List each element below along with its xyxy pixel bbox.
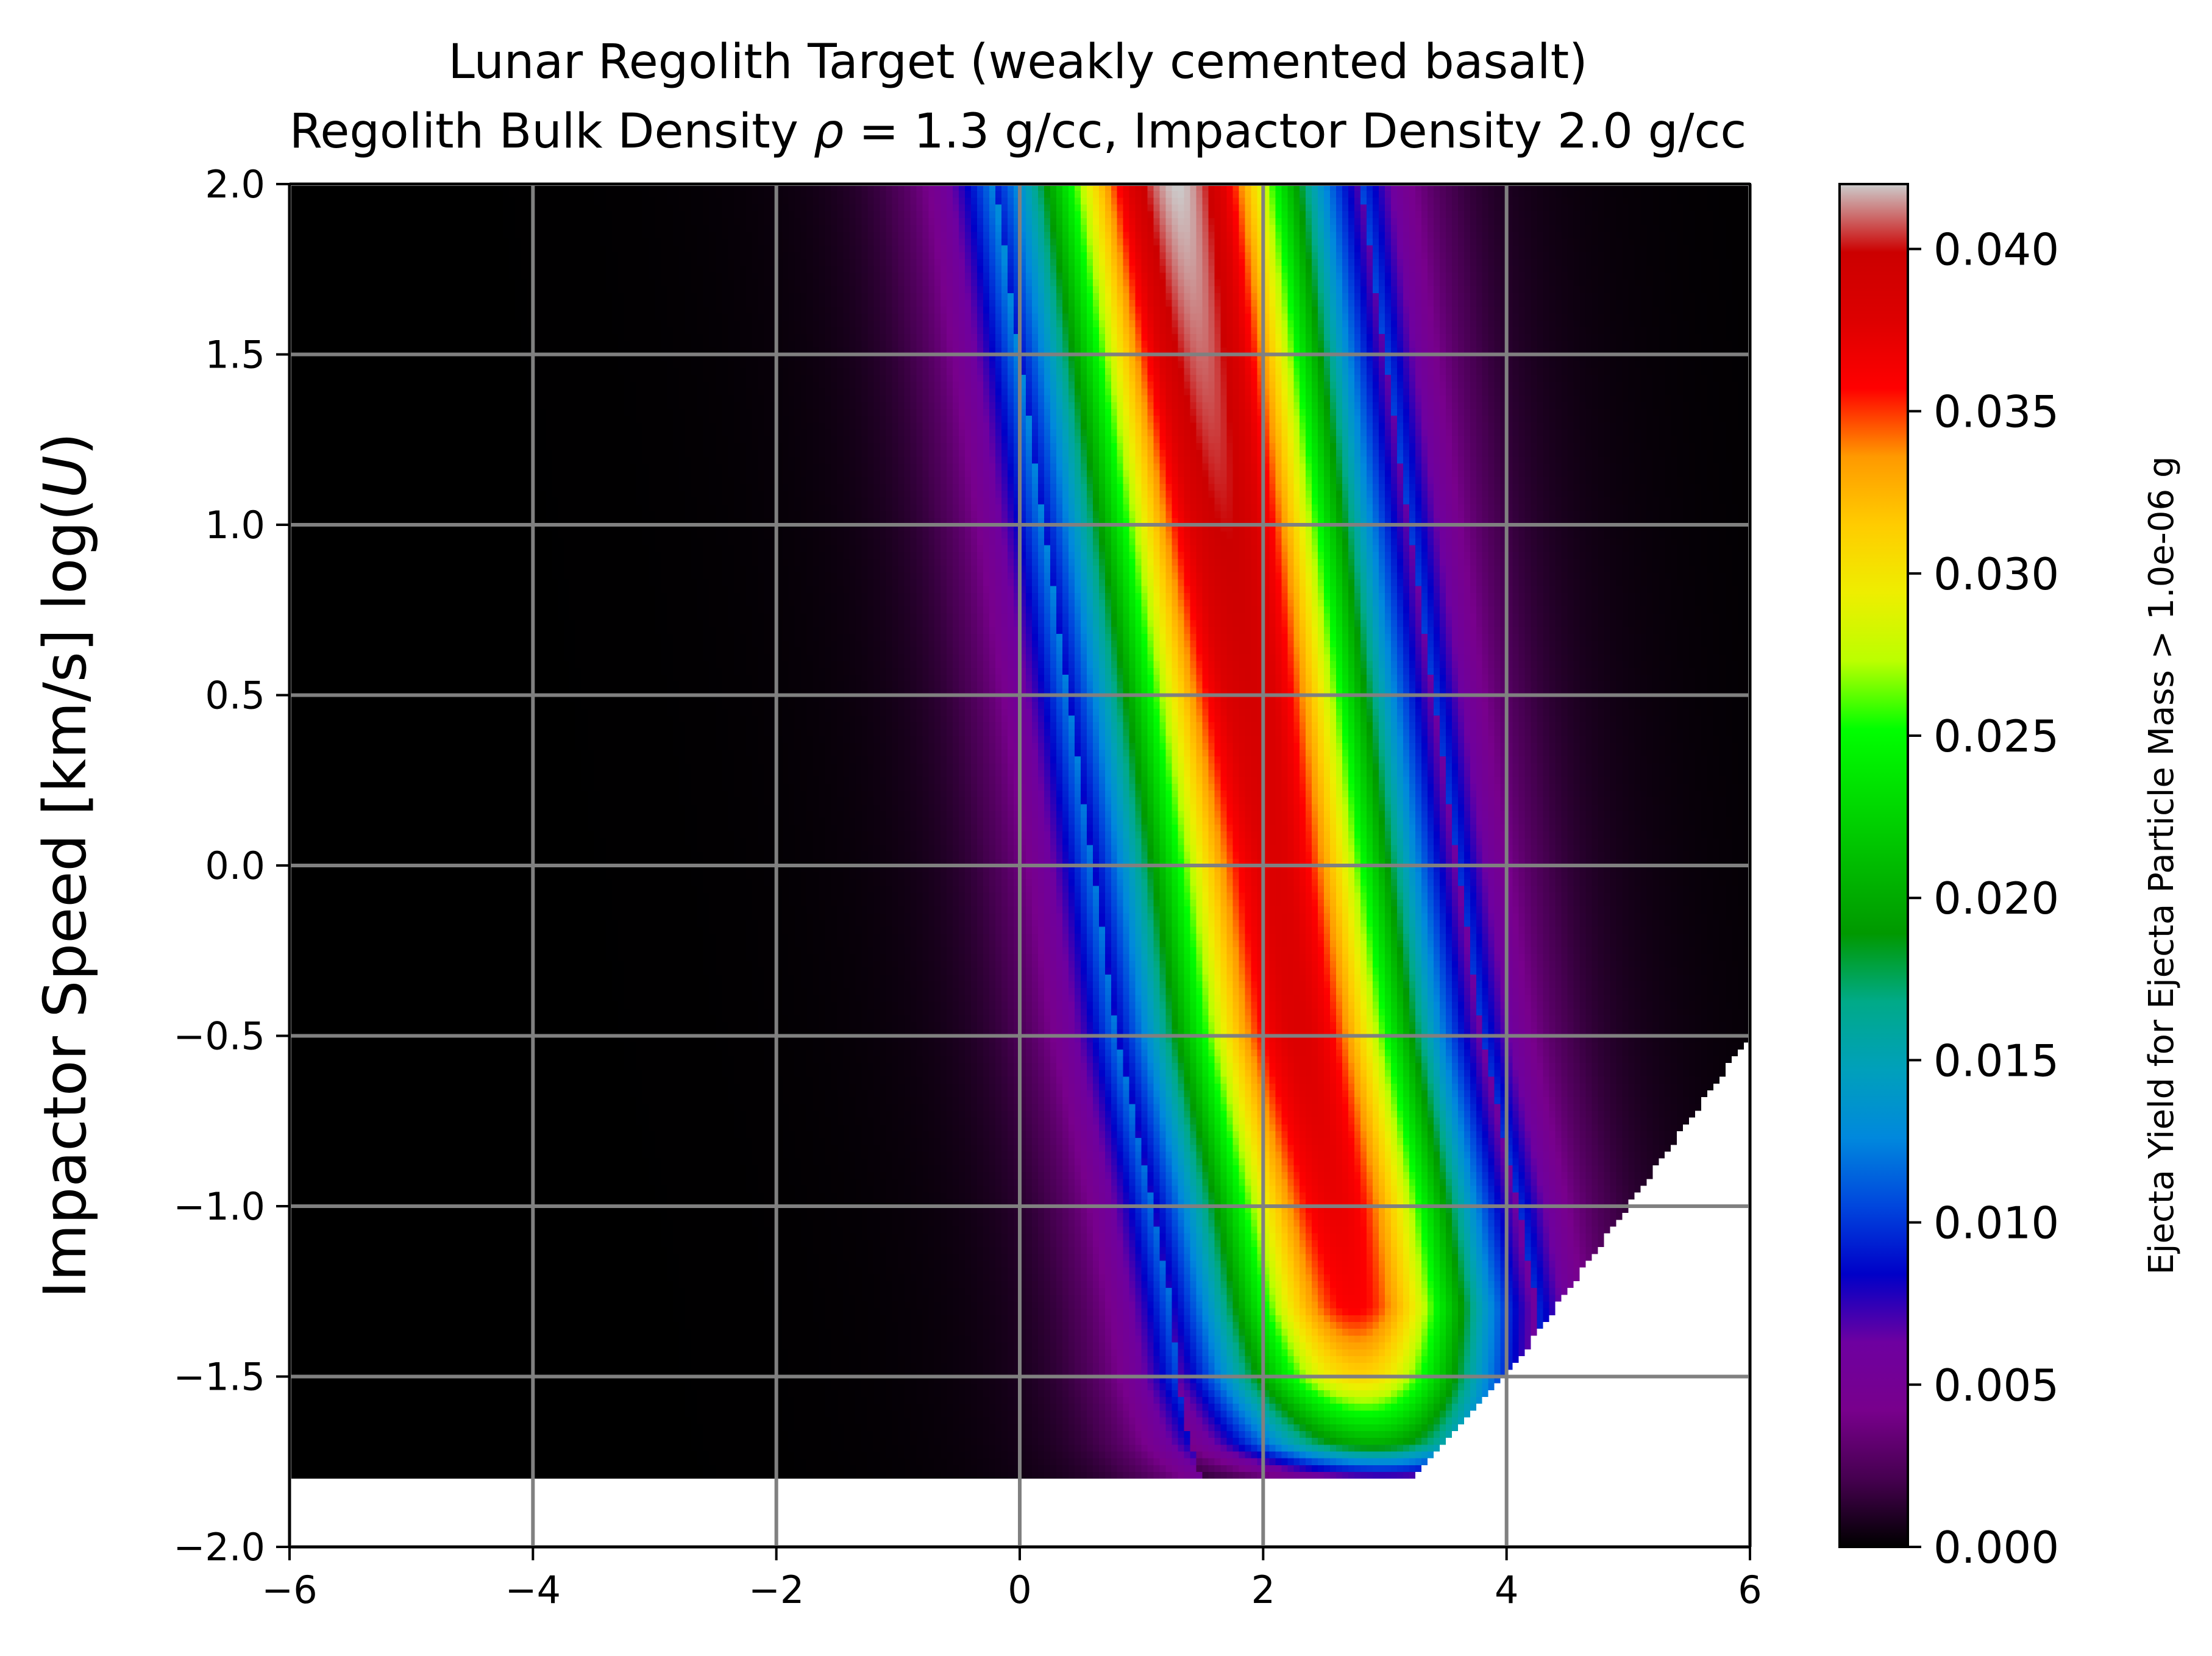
heatmap-plot: −6 −4 −2 0 2 4 6 −2.0 −1.5 −1.0 −0.5 0.0 0.5 1.0 1.5 2…: [173, 162, 1762, 1612]
y-axis-ticks: −2.0 −1.5 −1.0 −0.5 0.0 0.5 1.0 1.5 2.0: [173, 162, 290, 1569]
colorbar-tick-label: 0.010: [1933, 1198, 2059, 1249]
title-line2-prefix: Regolith Bulk Density: [290, 104, 814, 159]
colorbar-tick-label: 0.040: [1933, 224, 2059, 275]
x-axis-ticks: −6 −4 −2 0 2 4 6: [261, 1547, 1762, 1612]
title-line2-rho: ρ: [814, 104, 844, 159]
y-tick-label: −1.5: [173, 1355, 265, 1399]
colorbar-tick-label: 0.000: [1933, 1522, 2059, 1573]
y-tick-label: −0.5: [173, 1014, 265, 1059]
colorbar-label: Ejecta Yield for Ejecta Particle Mass > …: [2142, 457, 2182, 1275]
y-tick-label: −1.0: [173, 1184, 265, 1229]
x-tick-label: 4: [1495, 1568, 1518, 1612]
colorbar-gradient: [1838, 183, 1909, 1548]
colorbar-tick-label: 0.035: [1933, 386, 2059, 438]
x-tick-label: −2: [749, 1568, 804, 1612]
y-tick-label: 2.0: [205, 162, 265, 207]
colorbar-tick-label: 0.025: [1933, 711, 2059, 762]
y-tick-label: 0.5: [205, 673, 265, 718]
y-tick-label: 1.5: [205, 333, 265, 377]
colorbar-tick-label: 0.020: [1933, 873, 2059, 924]
colorbar-tick-label: 0.030: [1933, 549, 2059, 600]
x-tick-label: 0: [1008, 1568, 1031, 1612]
colorbar-ticks: 0.000 0.005 0.010 0.015 0.020 0.025 0.030 0.035…: [1908, 224, 2059, 1573]
y-axis-label: Impactor Speed [km/s] log(U): [31, 433, 99, 1299]
ylabel-var: U: [31, 455, 99, 498]
y-tick-label: 0.0: [205, 844, 265, 888]
colorbar-tick-label: 0.005: [1933, 1360, 2059, 1411]
x-tick-label: 6: [1738, 1568, 1762, 1612]
y-tick-label: 1.0: [205, 503, 265, 547]
x-tick-label: −6: [261, 1568, 317, 1612]
colorbar: 0.000 0.005 0.010 0.015 0.020 0.025 0.030 0.035…: [1838, 183, 2182, 1573]
y-tick-label: −2.0: [173, 1525, 265, 1569]
chart-title-line1: Lunar Regolith Target (weakly cemented b…: [448, 35, 1587, 90]
x-tick-label: 2: [1251, 1568, 1275, 1612]
chart-title-line2: Regolith Bulk Density ρ = 1.3 g/cc, Impa…: [290, 104, 1747, 159]
title-line2-suffix: = 1.3 g/cc, Impactor Density 2.0 g/cc: [844, 104, 1746, 159]
x-tick-label: −4: [505, 1568, 561, 1612]
ylabel-prefix: Impactor Speed [km/s] log(: [31, 498, 99, 1298]
ylabel-suffix: ): [31, 433, 99, 455]
colorbar-tick-label: 0.015: [1933, 1035, 2059, 1086]
